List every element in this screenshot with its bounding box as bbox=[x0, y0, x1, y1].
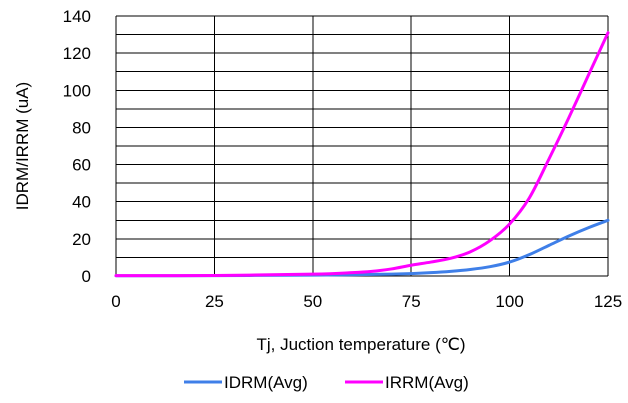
y-tick-label: 80 bbox=[72, 118, 91, 137]
x-tick-label: 125 bbox=[594, 292, 622, 311]
x-axis-ticks: 0 25 50 75 100 125 bbox=[111, 292, 622, 311]
y-tick-label: 20 bbox=[72, 230, 91, 249]
y-axis-ticks: 0 20 40 60 80 100 120 140 bbox=[63, 7, 91, 286]
y-tick-label: 0 bbox=[82, 267, 91, 286]
legend: IDRM(Avg) IRRM(Avg) bbox=[184, 373, 469, 392]
y-tick-label: 40 bbox=[72, 193, 91, 212]
series-line-idrm bbox=[114, 218, 610, 278]
x-tick-label: 50 bbox=[303, 292, 322, 311]
series-lines bbox=[114, 31, 610, 278]
y-tick-label: 140 bbox=[63, 7, 91, 26]
y-tick-label: 100 bbox=[63, 81, 91, 100]
y-tick-label: 120 bbox=[63, 44, 91, 63]
y-axis-title: IDRM/IRRM (uA) bbox=[13, 82, 32, 210]
x-tick-label: 0 bbox=[111, 292, 120, 311]
x-tick-label: 100 bbox=[495, 292, 523, 311]
legend-label: IDRM(Avg) bbox=[224, 373, 308, 392]
x-tick-label: 75 bbox=[402, 292, 421, 311]
y-tick-label: 60 bbox=[72, 156, 91, 175]
series-line-irrm bbox=[114, 31, 610, 278]
x-tick-label: 25 bbox=[205, 292, 224, 311]
x-axis-title: Tj, Juction temperature (℃) bbox=[257, 335, 466, 354]
grid-lines bbox=[115, 15, 609, 277]
legend-label: IRRM(Avg) bbox=[385, 373, 469, 392]
